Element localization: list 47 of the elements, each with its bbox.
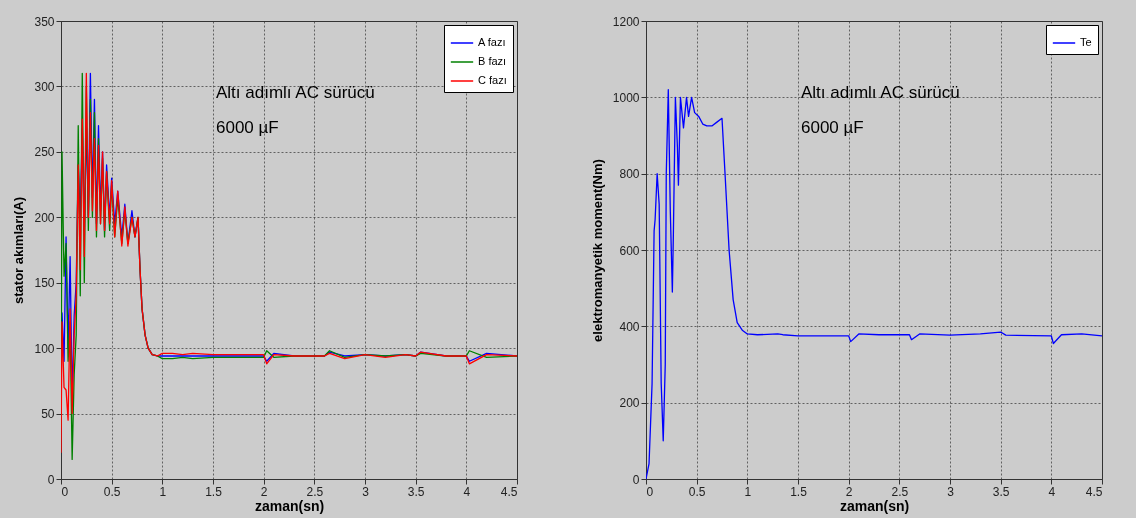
y-tick-label: 150: [34, 276, 55, 291]
y-tick-label: 100: [34, 341, 55, 356]
y-tick-label: 250: [34, 145, 55, 160]
x-tick-label: 3: [362, 484, 370, 499]
x-tick-label: 2.5: [306, 484, 324, 499]
y-tick-label: 1000: [612, 90, 640, 105]
y-tick-label: 200: [619, 396, 640, 411]
legend-label: C fazı: [478, 74, 507, 86]
x-tick-label: 4: [463, 484, 471, 499]
x-tick-label: 0.5: [688, 484, 706, 499]
legend-label: B fazı: [478, 55, 507, 67]
annotation: 6000 µF: [216, 118, 279, 137]
x-tick-label: 1.5: [205, 484, 223, 499]
y-axis-title: stator akımları(A): [11, 197, 27, 304]
x-tick-label: 2.5: [891, 484, 909, 499]
x-tick-label: 0: [646, 484, 654, 499]
x-tick-label: 4.5: [500, 484, 518, 499]
x-tick-label: 3.5: [992, 484, 1010, 499]
annotation: Altı adımlı AC sürücü: [801, 83, 960, 102]
x-tick-label: 4.5: [1085, 484, 1103, 499]
y-tick-label: 50: [41, 407, 55, 422]
y-tick-label: 200: [34, 210, 55, 225]
y-tick-label: 350: [34, 14, 55, 29]
y-tick-label: 0: [632, 472, 640, 487]
annotation: 6000 µF: [801, 118, 864, 137]
x-tick-label: 3: [947, 484, 955, 499]
x-tick-label: 4: [1048, 484, 1056, 499]
x-axis-title: zaman(sn): [839, 497, 910, 514]
x-tick-label: 3.5: [407, 484, 425, 499]
x-tick-label: 0.5: [103, 484, 121, 499]
x-tick-label: 2: [260, 484, 268, 499]
x-tick-label: 2: [845, 484, 853, 499]
y-tick-label: 800: [619, 167, 640, 182]
y-tick-label: 0: [47, 472, 55, 487]
annotation: Altı adımlı AC sürücü: [216, 83, 375, 102]
legend-label: A fazı: [478, 36, 506, 48]
x-tick-label: 0: [61, 484, 69, 499]
x-tick-label: 1: [159, 484, 167, 499]
legend-label: Te: [1080, 36, 1092, 48]
x-axis-title: zaman(sn): [254, 497, 325, 514]
y-tick-label: 300: [34, 79, 55, 94]
x-tick-label: 1.5: [790, 484, 808, 499]
y-axis-title: elektromanyetik moment(Nm): [589, 159, 605, 342]
y-tick-label: 1200: [612, 14, 640, 29]
y-tick-label: 600: [619, 243, 640, 258]
y-tick-label: 400: [619, 319, 640, 334]
x-tick-label: 1: [744, 484, 752, 499]
